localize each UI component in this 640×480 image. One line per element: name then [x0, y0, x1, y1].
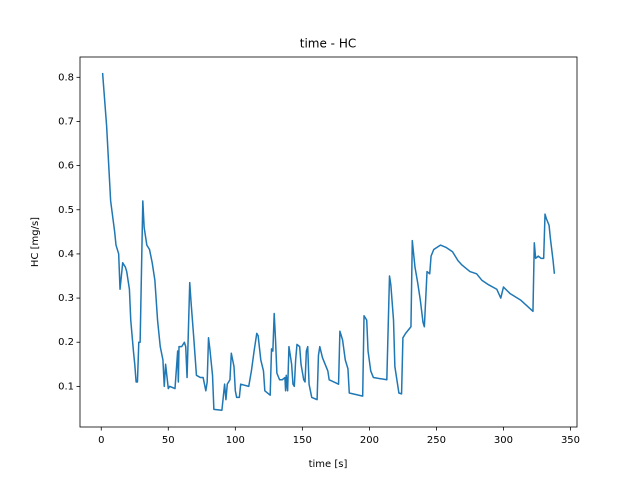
x-tick-label: 200 [360, 435, 379, 446]
x-tick-label: 250 [427, 435, 446, 446]
chart-title: time - HC [300, 37, 356, 51]
y-tick-label: 0.5 [58, 205, 74, 216]
y-tick-label: 0.6 [58, 161, 74, 172]
y-tick-label: 0.4 [58, 249, 74, 260]
y-tick-label: 0.7 [58, 116, 74, 127]
x-tick-label: 350 [561, 435, 580, 446]
x-tick-label: 0 [98, 435, 104, 446]
y-tick-label: 0.2 [58, 337, 74, 348]
data-line [101, 72, 556, 411]
x-tick-label: 300 [494, 435, 513, 446]
y-axis-label: HC [mg/s] [30, 217, 41, 267]
y-tick-label: 0.8 [58, 72, 74, 83]
x-axis-label: time [s] [309, 459, 348, 470]
y-tick-label: 0.1 [58, 381, 74, 392]
x-tick-label: 150 [293, 435, 312, 446]
x-tick-label: 100 [226, 435, 245, 446]
y-tick-label: 0.3 [58, 293, 74, 304]
plot-frame [79, 56, 578, 428]
x-tick-label: 50 [162, 435, 175, 446]
